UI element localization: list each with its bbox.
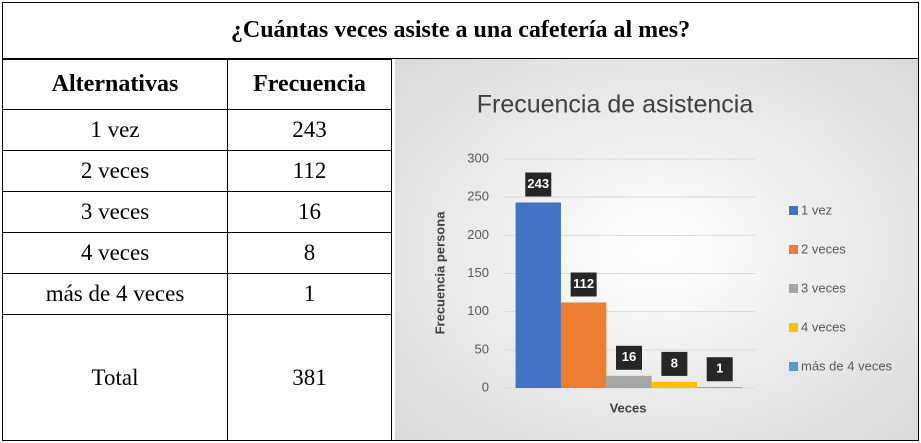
data-label: 1: [716, 361, 723, 376]
y-tick-label: 50: [475, 341, 489, 356]
cell: 243: [227, 109, 392, 151]
bar: [515, 202, 561, 388]
legend-swatch: [789, 206, 798, 215]
x-axis-label: Veces: [610, 400, 647, 415]
legend-label: 4 veces: [801, 319, 846, 334]
legend-swatch: [789, 362, 798, 371]
y-axis-label: Frecuencia persona: [432, 211, 447, 335]
legend-label: 1 vez: [801, 202, 832, 217]
legend-swatch: [789, 245, 798, 254]
cell: 2 veces: [3, 150, 228, 192]
title: ¿Cuántas veces asiste a una cafetería al…: [3, 3, 918, 59]
cell: 4 veces: [3, 232, 228, 274]
legend-label: 2 veces: [801, 241, 846, 256]
cell: 3 veces: [3, 191, 228, 233]
data-label: 243: [527, 176, 549, 191]
y-tick-label: 100: [467, 303, 489, 318]
legend-label: más de 4 veces: [801, 358, 893, 373]
cell: 112: [227, 150, 392, 192]
cell: 381: [227, 314, 392, 441]
chart: Frecuencia de asistencia Veces Frecuenci…: [395, 59, 918, 440]
bar: [697, 387, 743, 388]
y-tick-label: 300: [467, 150, 489, 165]
data-label: 112: [573, 276, 594, 291]
data-label-box: [661, 351, 688, 376]
bar: [560, 302, 607, 388]
y-tick-label: 250: [467, 189, 489, 204]
y-tick-label: 200: [467, 227, 489, 242]
data-label-box: [570, 272, 597, 297]
cell: más de 4 veces: [3, 273, 228, 315]
legend-swatch: [789, 323, 798, 332]
cell: 16: [227, 191, 392, 233]
legend-swatch: [789, 284, 798, 293]
data-label-box: [525, 172, 552, 197]
data-label-box: [706, 357, 733, 382]
table: Alternativas Frecuencia 1 vez 243 2 veces 1…: [3, 59, 392, 441]
header-cell: Frecuencia: [227, 59, 392, 110]
chart-background: [395, 59, 918, 440]
bar: [651, 381, 698, 388]
data-label-box: [616, 345, 642, 370]
data-label: 8: [671, 355, 678, 370]
cell: 1: [227, 273, 392, 315]
chart-title: Frecuencia de asistencia: [477, 91, 754, 119]
header-cell: Alternativas: [3, 59, 228, 110]
cell: Total: [3, 314, 228, 441]
cell: 1 vez: [3, 109, 228, 151]
y-tick-label: 0: [482, 379, 489, 394]
y-tick-label: 150: [467, 265, 489, 280]
bar: [606, 375, 652, 388]
cell: 8: [227, 232, 392, 274]
data-label: 16: [622, 349, 636, 364]
legend-label: 3 veces: [801, 280, 846, 295]
